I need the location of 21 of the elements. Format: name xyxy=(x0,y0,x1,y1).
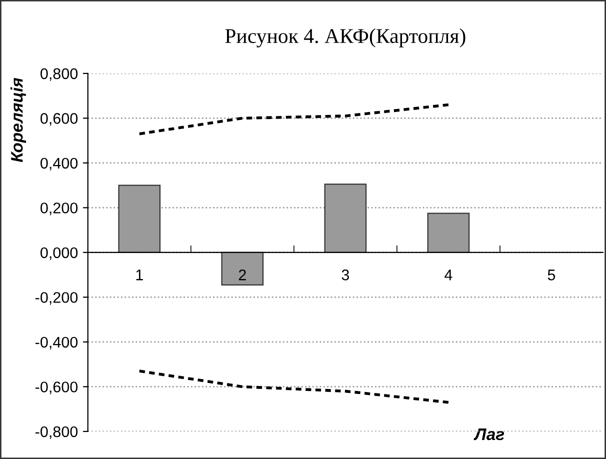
x-tick-label: 1 xyxy=(136,270,143,280)
x-tick-label: 3 xyxy=(342,270,349,280)
bar xyxy=(221,252,264,286)
y-axis-title: Кореляція xyxy=(10,78,26,162)
y-tick-label: -0,800 xyxy=(36,426,78,439)
x-axis-title: Лаг xyxy=(474,428,504,440)
line-series xyxy=(138,370,450,404)
y-tick-label: 0,200 xyxy=(40,202,78,216)
y-tick-label: 0,400 xyxy=(40,158,78,170)
y-tick-label: 0,800 xyxy=(40,68,78,81)
line-series xyxy=(138,103,450,136)
y-tick-label: -0,600 xyxy=(36,382,78,394)
y-tick-label: -0,400 xyxy=(36,336,78,350)
bar xyxy=(427,212,470,254)
x-tick-label: 5 xyxy=(548,270,556,280)
y-tick-label: -0,200 xyxy=(36,292,78,305)
chart-title: Рисунок 4. АКФ(Картопля) xyxy=(225,28,466,48)
x-tick-label: 2 xyxy=(238,270,246,280)
y-tick-label: 0,000 xyxy=(40,247,78,260)
y-tick-label: 0,600 xyxy=(40,113,78,126)
x-tick-label: 4 xyxy=(444,270,452,280)
